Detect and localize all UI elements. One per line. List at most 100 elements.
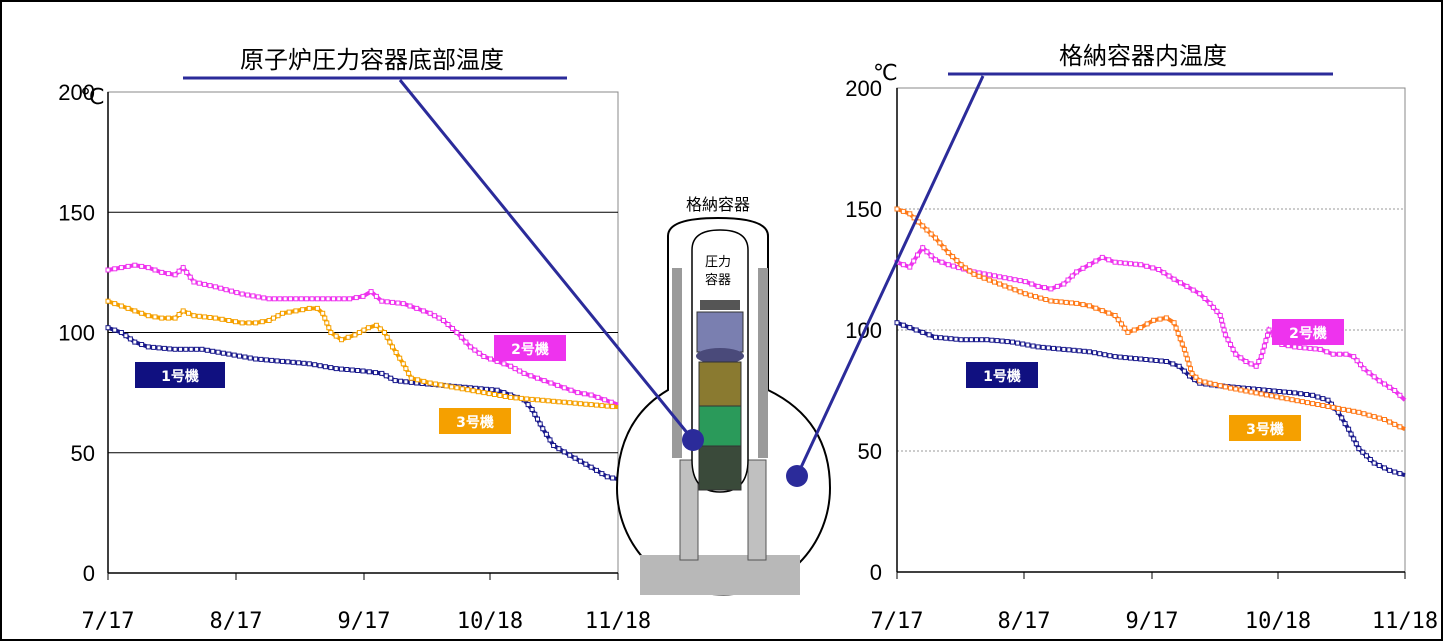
left-point-unit1 — [132, 339, 138, 345]
left-point-unit2 — [125, 263, 131, 269]
right-point-unit3_right — [1157, 316, 1163, 322]
right-point-unit2 — [1248, 361, 1254, 367]
right-point-unit2 — [911, 258, 917, 264]
left-point-unit2 — [508, 363, 514, 369]
left-point-unit1 — [572, 455, 578, 461]
pointer-dot-containment — [786, 465, 808, 487]
left-point-unit2 — [472, 347, 478, 353]
left-point-unit2 — [467, 344, 473, 350]
left-point-unit3_left — [125, 305, 131, 311]
left-point-unit1 — [312, 362, 318, 368]
left-point-unit3_left — [266, 318, 272, 323]
left-point-unit2 — [229, 288, 234, 294]
right-point-unit2 — [1256, 359, 1262, 364]
right-point-unit3_right — [1233, 386, 1239, 392]
right-point-unit3_right — [1043, 297, 1049, 302]
left-point-unit2 — [159, 269, 165, 275]
right-point-unit1 — [1143, 357, 1149, 362]
upper-core — [698, 361, 742, 407]
left-point-unit2 — [320, 296, 326, 302]
left-point-unit1 — [220, 350, 226, 356]
right-point-unit1 — [1276, 389, 1282, 394]
left-point-unit2 — [239, 291, 245, 297]
right-point-unit2 — [1210, 304, 1216, 310]
right-point-unit2 — [1048, 286, 1054, 292]
right-point-unit1 — [1325, 397, 1331, 403]
right-point-unit1 — [900, 322, 906, 328]
left-point-unit3_left — [259, 319, 265, 325]
right-point-unit2 — [1221, 327, 1227, 333]
right-point-unit3_right — [1053, 298, 1059, 304]
right-point-unit3_right — [1125, 329, 1131, 335]
left-point-unit1 — [151, 344, 157, 350]
right-grid — [896, 87, 1406, 579]
left-point-unit2 — [347, 296, 353, 302]
left-point-unit3_left — [421, 378, 427, 384]
left-point-unit1 — [161, 345, 167, 351]
left-point-unit1 — [215, 349, 221, 355]
left-point-unit1 — [258, 356, 264, 362]
left-point-unit3_left — [497, 393, 503, 398]
left-point-unit2 — [325, 296, 331, 302]
left-point-unit1 — [349, 367, 355, 373]
left-point-unit3_left — [382, 330, 387, 335]
left-point-unit3_left — [271, 315, 276, 321]
pointer-line-containment — [795, 75, 985, 477]
left-point-unit1 — [285, 359, 291, 365]
right-point-unit2 — [1202, 296, 1208, 301]
left-xtick-label: 7/17 — [82, 609, 135, 634]
right-point-unit2 — [1358, 362, 1363, 368]
left-point-unit1 — [183, 346, 189, 352]
pedestal-right — [747, 459, 767, 561]
left-point-unit1 — [156, 345, 162, 351]
right-xtick-label: 9/17 — [1126, 609, 1179, 634]
left-point-unit3_left — [339, 337, 344, 343]
left-label-unit1-box — [135, 362, 225, 388]
right-point-unit3_right — [1189, 371, 1195, 377]
right-point-unit1 — [1261, 387, 1267, 393]
left-point-unit2 — [390, 299, 395, 305]
left-point-unit3_left — [535, 397, 540, 403]
left-point-unit2 — [602, 397, 608, 403]
left-point-unit1 — [547, 437, 553, 443]
left-point-unit2 — [207, 283, 213, 289]
right-point-unit3_right — [1346, 407, 1352, 413]
left-point-unit3_left — [572, 400, 578, 406]
left-point-unit2 — [288, 296, 293, 302]
right-point-unit1 — [1304, 392, 1310, 397]
right-point-unit2 — [1366, 370, 1372, 376]
left-point-unit3_left — [540, 397, 546, 403]
right-point-unit1 — [1392, 469, 1398, 475]
right-point-unit2 — [1219, 317, 1225, 323]
left-point-unit1 — [204, 347, 210, 353]
left-point-unit2 — [118, 265, 124, 271]
right-point-unit1 — [1076, 348, 1082, 354]
right-point-unit1 — [984, 337, 990, 343]
left-point-unit2 — [436, 315, 442, 321]
right-point-unit3_right — [1188, 366, 1193, 372]
right-point-unit3_right — [1173, 325, 1179, 331]
right-point-unit3_right — [1027, 292, 1033, 298]
right-point-unit1 — [1315, 394, 1321, 400]
right-point-unit2 — [1238, 355, 1244, 361]
right-point-unit3_right — [1002, 283, 1008, 289]
pressure-vessel-label-line2: 容器 — [705, 272, 731, 288]
right-point-unit1 — [1122, 355, 1128, 361]
left-point-unit1 — [263, 357, 269, 363]
left-point-unit2 — [608, 399, 614, 405]
left-point-unit2 — [309, 296, 315, 302]
left-point-unit3_left — [408, 375, 414, 381]
right-point-unit2 — [933, 257, 938, 263]
right-chart-title: 格納容器内温度 — [1059, 42, 1227, 70]
left-point-unit2 — [336, 296, 342, 302]
right-point-unit1 — [938, 335, 944, 341]
right-point-unit2 — [1260, 348, 1266, 354]
left-xtick-label: 8/17 — [210, 609, 263, 634]
right-point-unit2 — [928, 253, 934, 259]
right-point-unit2 — [1080, 265, 1086, 271]
right-point-unit2 — [1312, 346, 1318, 352]
right-point-unit3_right — [1382, 417, 1387, 422]
right-point-unit3_right — [1179, 341, 1185, 347]
right-point-unit1 — [1287, 389, 1292, 395]
left-point-unit3_left — [328, 330, 334, 335]
